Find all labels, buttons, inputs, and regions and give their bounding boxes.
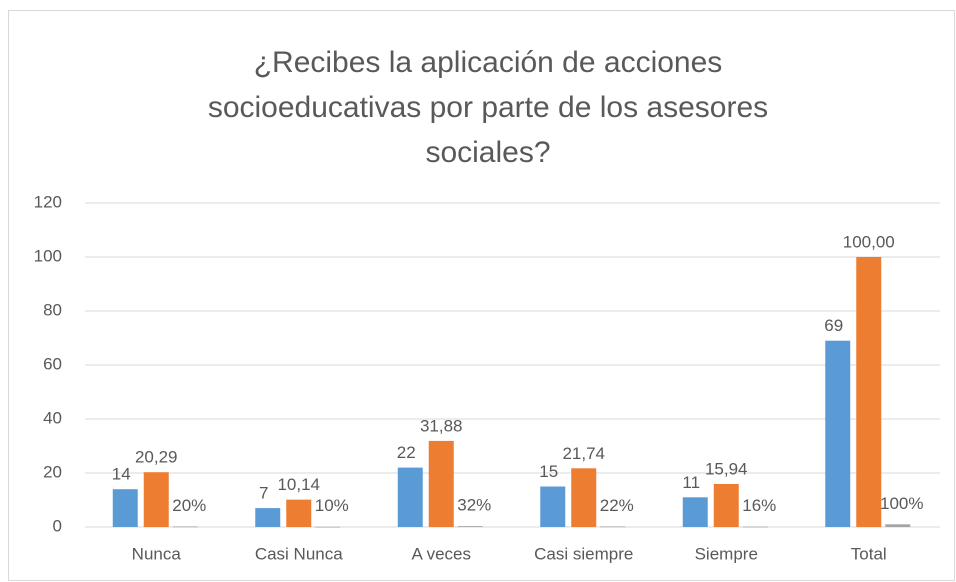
bar bbox=[315, 526, 341, 528]
data-label: 15 bbox=[539, 462, 558, 481]
y-tick-label: 20 bbox=[43, 462, 62, 481]
bar bbox=[457, 526, 483, 527]
bar bbox=[742, 526, 768, 528]
bar bbox=[428, 440, 454, 527]
bar bbox=[540, 486, 566, 527]
data-label: 20% bbox=[172, 496, 206, 515]
bar bbox=[713, 483, 739, 527]
bar bbox=[600, 526, 626, 528]
y-tick-label: 120 bbox=[34, 192, 62, 211]
data-label: 22 bbox=[397, 443, 416, 462]
bar bbox=[143, 472, 169, 527]
data-label: 100,00 bbox=[843, 232, 895, 251]
x-tick-label: Casi Nunca bbox=[255, 544, 343, 563]
data-label: 15,94 bbox=[705, 459, 748, 478]
y-tick-label: 60 bbox=[43, 354, 62, 373]
y-tick-label: 40 bbox=[43, 408, 62, 427]
bar bbox=[885, 524, 911, 527]
bar bbox=[255, 508, 281, 527]
bar bbox=[397, 467, 423, 527]
x-tick-label: Casi siempre bbox=[534, 544, 633, 563]
data-label: 69 bbox=[824, 316, 843, 335]
data-label: 16% bbox=[742, 496, 776, 515]
data-label: 10% bbox=[315, 496, 349, 515]
y-tick-label: 80 bbox=[43, 300, 62, 319]
bar bbox=[682, 497, 708, 527]
data-label: 100% bbox=[880, 494, 923, 513]
data-label: 11 bbox=[682, 473, 700, 492]
chart-border bbox=[8, 10, 955, 581]
bar bbox=[856, 257, 882, 527]
bar bbox=[825, 340, 851, 527]
data-label: 32% bbox=[457, 496, 491, 515]
data-label: 22% bbox=[600, 496, 634, 515]
x-tick-label: Siempre bbox=[695, 544, 758, 563]
bar bbox=[112, 489, 138, 527]
bar bbox=[286, 499, 312, 527]
y-tick-label: 0 bbox=[53, 516, 62, 535]
x-tick-label: Nunca bbox=[132, 544, 182, 563]
data-label: 20,29 bbox=[135, 448, 178, 467]
data-label: 10,14 bbox=[277, 475, 320, 494]
data-label: 14 bbox=[112, 465, 131, 484]
chart-title: ¿Recibes la aplicación de acciones socio… bbox=[207, 46, 769, 169]
data-label: 21,74 bbox=[562, 444, 605, 463]
data-label: 31,88 bbox=[420, 416, 463, 435]
bar bbox=[571, 468, 597, 527]
x-tick-label: Total bbox=[851, 544, 887, 563]
x-tick-label: A veces bbox=[411, 544, 471, 563]
y-tick-label: 100 bbox=[34, 246, 62, 265]
bar bbox=[172, 526, 198, 528]
data-label: 7 bbox=[259, 484, 268, 503]
